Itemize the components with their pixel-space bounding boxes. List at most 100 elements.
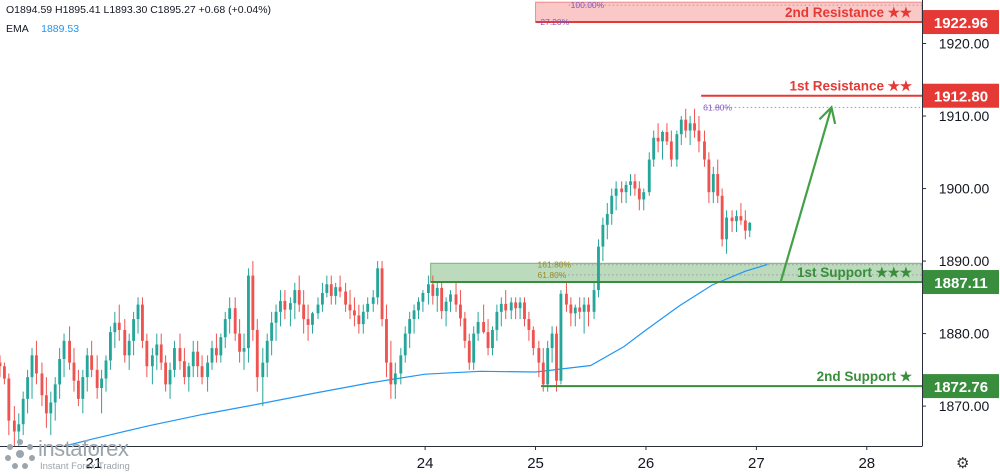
candle-body-8 (35, 355, 38, 374)
candle-body-64 (293, 290, 297, 304)
candle-body-149 (684, 119, 688, 131)
brand-mark-icon (5, 439, 35, 469)
support-price-label-2: 1887.11 (934, 275, 987, 292)
candle-body-115 (527, 319, 531, 330)
candle-body-61 (279, 300, 282, 312)
candle-body-54 (247, 275, 250, 349)
candle-body-158 (725, 217, 728, 240)
resistance-label-0: 2nd Resistance ★★ (785, 5, 913, 20)
candle-body-107 (491, 329, 494, 349)
candle-body-97 (444, 301, 448, 312)
candle-body-7 (30, 355, 34, 378)
candle-body-144 (661, 131, 664, 142)
candle-body-41 (187, 366, 191, 378)
candle-body-31 (141, 304, 144, 341)
candle-body-35 (159, 344, 163, 363)
candle-body-157 (720, 195, 724, 240)
x-tick-label-1: 24 (417, 455, 434, 472)
resistance-price-badge-0 (923, 10, 999, 35)
candle-body-119 (546, 348, 550, 385)
candle-body-24 (108, 332, 112, 361)
y-tick-label-1: 1880.00 (939, 326, 990, 342)
candle-body-89 (408, 319, 412, 334)
candle-body-32 (145, 340, 149, 367)
settings-gear-icon[interactable]: ⚙ (956, 455, 970, 472)
candle-body-47 (214, 348, 218, 356)
candle-body-135 (620, 188, 624, 193)
candle-body-79 (361, 311, 365, 325)
candle-body-83 (380, 268, 384, 320)
candle-body-67 (306, 319, 310, 325)
resistance-price-label-0: 1922.96 (934, 15, 988, 32)
candle-body-137 (629, 181, 632, 185)
candle-body-102 (467, 340, 471, 363)
time-axis (0, 446, 1000, 476)
candle-body-127 (582, 304, 586, 312)
y-tick-label-2: 1890.00 (939, 253, 990, 269)
candle-body-13 (58, 358, 62, 385)
candle-body-108 (495, 311, 499, 330)
candle-body-99 (454, 294, 458, 305)
fib-label-0: 100.00% (571, 0, 605, 10)
candle-body-60 (274, 311, 278, 323)
fib-label-4: 61.80% (538, 270, 567, 280)
candle-body-45 (206, 362, 210, 378)
candle-body-88 (403, 333, 407, 356)
candle-body-113 (518, 302, 522, 309)
ema-legend: EMA 1889.53 (6, 23, 79, 35)
candle-body-103 (472, 333, 476, 363)
candle-body-142 (652, 137, 656, 160)
candle-body-71 (325, 284, 329, 293)
candles (0, 108, 752, 450)
candle-body-116 (531, 329, 535, 349)
candle-body-38 (173, 348, 176, 370)
candle-body-27 (123, 329, 127, 356)
candle-body-152 (697, 130, 701, 142)
projection-arrow (779, 107, 833, 283)
candle-body-92 (421, 292, 425, 302)
candle-body-129 (592, 290, 596, 312)
candle-body-75 (344, 291, 348, 305)
candle-body-55 (251, 275, 255, 330)
candle-body-91 (417, 301, 420, 311)
candle-body-33 (150, 355, 154, 367)
candle-body-23 (104, 360, 108, 379)
candle-body-22 (100, 378, 104, 388)
candle-body-34 (155, 344, 159, 356)
candle-body-37 (168, 369, 172, 385)
candle-body-87 (399, 355, 403, 374)
y-tick-label-4: 1910.00 (939, 108, 990, 124)
candle-body-21 (95, 369, 99, 388)
support-price-label-3: 1872.76 (934, 379, 988, 396)
y-tick-label-0: 1870.00 (939, 398, 990, 414)
candle-body-123 (565, 293, 568, 305)
candle-body-131 (601, 224, 605, 247)
candle-body-120 (550, 333, 554, 349)
x-tick-label-3: 26 (638, 455, 655, 472)
candle-body-153 (703, 141, 706, 160)
candle-body-138 (633, 181, 637, 189)
candle-body-112 (514, 302, 518, 309)
candle-body-143 (656, 137, 660, 142)
candle-body-28 (127, 340, 131, 356)
candle-body-62 (283, 300, 287, 310)
candle-body-136 (624, 184, 628, 193)
candle-body-39 (178, 348, 182, 362)
candle-body-72 (329, 284, 333, 296)
candle-body-5 (21, 398, 25, 425)
x-tick-label-2: 25 (527, 455, 544, 472)
candle-body-56 (255, 329, 259, 378)
ema-value: 1889.53 (41, 23, 80, 35)
candle-body-156 (716, 174, 720, 196)
candle-body-84 (385, 319, 388, 363)
candle-body-14 (62, 340, 66, 359)
candle-body-9 (40, 373, 44, 396)
candle-body-125 (573, 307, 577, 314)
candle-body-134 (614, 188, 618, 196)
candle-body-161 (739, 216, 743, 221)
candle-body-140 (642, 192, 646, 200)
candle-body-4 (17, 424, 21, 432)
candle-body-46 (210, 348, 214, 363)
candle-body-49 (223, 319, 227, 338)
